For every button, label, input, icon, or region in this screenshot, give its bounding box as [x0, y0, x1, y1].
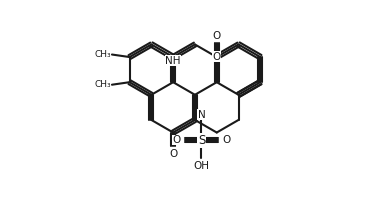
Text: NH: NH [165, 56, 181, 66]
Text: O: O [169, 149, 177, 159]
Text: N: N [197, 110, 205, 120]
Text: OH: OH [194, 161, 210, 171]
Text: CH₃: CH₃ [94, 80, 111, 89]
Text: S: S [198, 133, 205, 147]
Text: O: O [222, 135, 231, 145]
Text: O: O [172, 135, 180, 145]
Text: CH₃: CH₃ [94, 50, 111, 59]
Text: O: O [213, 31, 221, 41]
Text: O: O [213, 52, 221, 62]
